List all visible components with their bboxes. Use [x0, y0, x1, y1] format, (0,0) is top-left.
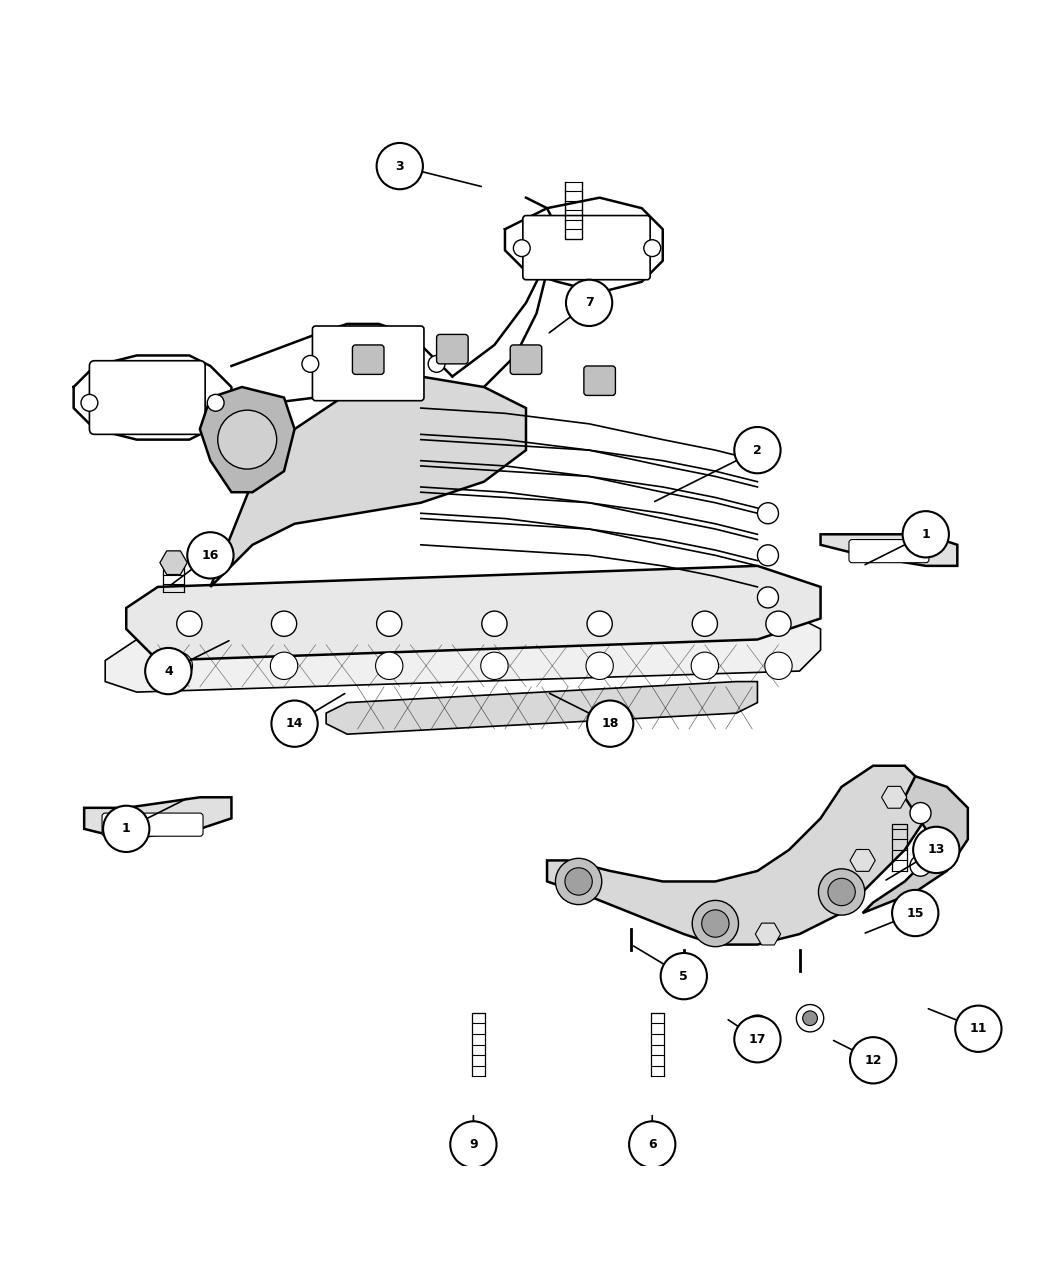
Text: 9: 9: [469, 1138, 478, 1151]
Circle shape: [955, 1005, 1002, 1051]
Circle shape: [766, 611, 791, 637]
Circle shape: [566, 280, 612, 326]
Circle shape: [165, 652, 193, 679]
FancyBboxPatch shape: [102, 813, 203, 836]
Circle shape: [644, 239, 661, 257]
Circle shape: [377, 143, 423, 189]
Circle shape: [629, 1122, 675, 1168]
FancyBboxPatch shape: [352, 345, 384, 375]
Text: 3: 3: [396, 160, 404, 173]
Circle shape: [376, 652, 403, 679]
Text: 4: 4: [164, 665, 173, 678]
Circle shape: [750, 1022, 765, 1036]
Circle shape: [271, 701, 318, 747]
Polygon shape: [755, 923, 781, 945]
Text: 15: 15: [907, 907, 924, 920]
Circle shape: [482, 611, 507, 637]
Circle shape: [757, 587, 778, 608]
Text: 5: 5: [680, 969, 688, 982]
Circle shape: [796, 1004, 824, 1032]
Circle shape: [145, 648, 191, 694]
Text: 11: 11: [970, 1022, 987, 1035]
FancyBboxPatch shape: [437, 334, 468, 365]
Text: 1: 1: [122, 822, 130, 835]
Circle shape: [757, 503, 778, 524]
Circle shape: [818, 868, 865, 914]
Circle shape: [910, 802, 931, 824]
Text: 17: 17: [749, 1032, 766, 1046]
Circle shape: [177, 611, 202, 637]
Circle shape: [270, 652, 298, 679]
Polygon shape: [821, 535, 957, 565]
Text: 18: 18: [602, 718, 619, 730]
Circle shape: [892, 890, 938, 936]
Circle shape: [692, 900, 739, 946]
Circle shape: [207, 394, 224, 412]
Polygon shape: [84, 797, 231, 839]
Text: 1: 1: [922, 528, 930, 541]
Circle shape: [757, 545, 778, 565]
FancyBboxPatch shape: [849, 540, 929, 563]
Circle shape: [377, 611, 402, 637]
Circle shape: [734, 1016, 781, 1063]
Polygon shape: [160, 551, 187, 574]
Text: 6: 6: [648, 1138, 656, 1151]
Circle shape: [734, 427, 781, 473]
Text: 2: 2: [753, 444, 762, 457]
Circle shape: [481, 652, 508, 679]
Polygon shape: [326, 682, 757, 734]
Circle shape: [587, 701, 633, 747]
FancyBboxPatch shape: [510, 345, 542, 375]
Polygon shape: [126, 565, 821, 660]
Circle shape: [81, 394, 98, 412]
Circle shape: [913, 826, 959, 874]
Circle shape: [661, 953, 707, 999]
Circle shape: [691, 652, 719, 679]
Text: 14: 14: [286, 718, 303, 730]
Circle shape: [586, 652, 613, 679]
Circle shape: [565, 867, 592, 895]
Circle shape: [513, 239, 530, 257]
Circle shape: [702, 909, 729, 938]
Circle shape: [850, 1037, 896, 1083]
Circle shape: [103, 806, 149, 852]
Circle shape: [828, 879, 855, 906]
Circle shape: [587, 611, 612, 637]
FancyBboxPatch shape: [312, 326, 424, 400]
Circle shape: [302, 356, 319, 372]
Polygon shape: [547, 766, 926, 945]
Circle shape: [450, 1122, 497, 1168]
Circle shape: [744, 1016, 771, 1042]
Circle shape: [271, 611, 297, 637]
Text: 16: 16: [202, 549, 219, 561]
Text: 7: 7: [585, 297, 593, 310]
Polygon shape: [105, 619, 821, 692]
Text: 12: 12: [865, 1054, 882, 1067]
Polygon shape: [882, 787, 907, 808]
Polygon shape: [200, 388, 295, 492]
Polygon shape: [863, 776, 968, 913]
Polygon shape: [210, 376, 526, 587]
Circle shape: [910, 856, 931, 876]
Circle shape: [187, 532, 234, 578]
FancyBboxPatch shape: [89, 361, 205, 435]
Circle shape: [692, 611, 717, 637]
Text: 13: 13: [928, 843, 945, 857]
FancyBboxPatch shape: [584, 366, 615, 395]
Circle shape: [428, 356, 445, 372]
Polygon shape: [850, 849, 875, 871]
FancyBboxPatch shape: [523, 216, 650, 280]
Circle shape: [803, 1010, 817, 1026]
Circle shape: [218, 411, 277, 469]
Circle shape: [555, 858, 602, 904]
Circle shape: [903, 512, 949, 558]
Circle shape: [765, 652, 792, 679]
